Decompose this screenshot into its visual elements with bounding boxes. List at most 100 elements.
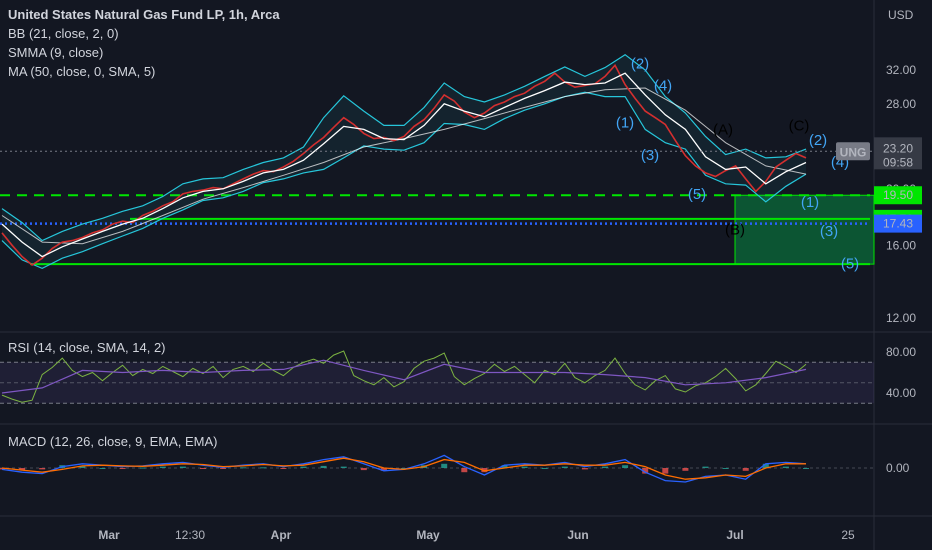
wave-label-black: (B) <box>725 221 745 238</box>
last-price-badge <box>874 137 922 170</box>
macd-histogram-bar <box>360 468 367 471</box>
macd-histogram-bar <box>200 468 206 469</box>
macd-histogram-bar <box>79 465 86 468</box>
ma-legend[interactable]: MA (50, close, 0, SMA, 5) <box>8 64 156 79</box>
price-series <box>1 53 807 270</box>
macd-histogram-bar <box>722 468 729 469</box>
macd-histogram-bar <box>260 467 267 469</box>
wave-label-blue: (3) <box>641 147 659 164</box>
time-tick-label: May <box>416 528 440 542</box>
level-badge-text-19.50: 19.50 <box>883 188 913 202</box>
smma-legend[interactable]: SMMA (9, close) <box>8 45 104 60</box>
macd-histogram-bar <box>441 463 448 468</box>
rsi-tick-label: 80.00 <box>886 345 916 359</box>
signal-line <box>1 457 806 480</box>
macd-histogram-bar <box>642 468 649 474</box>
macd-histogram-bar <box>280 468 287 469</box>
rsi-line <box>1 350 807 403</box>
time-tick-label: 12:30 <box>175 528 205 542</box>
macd-histogram-bar <box>541 468 548 469</box>
macd-histogram-bar <box>581 468 588 470</box>
macd-histogram-bar <box>803 468 809 469</box>
symbol-badge <box>836 142 870 161</box>
macd-histogram-bar <box>139 467 146 469</box>
macd-histogram-bar <box>340 466 347 468</box>
symbol-badge-text: UNG <box>840 145 867 159</box>
macd-histogram-bar <box>159 466 166 468</box>
macd-histogram-bar <box>19 468 26 471</box>
macd-histogram-bar <box>501 465 508 468</box>
macd-histogram-bar <box>220 468 227 469</box>
rsi-legend[interactable]: RSI (14, close, SMA, 14, 2) <box>8 340 166 355</box>
macd-histogram-bar <box>602 466 608 468</box>
macd-histogram-bar <box>782 466 789 468</box>
wave-label-blue: (2) <box>809 132 827 149</box>
price-tick-label: 28.00 <box>886 97 916 111</box>
wave-label-black: (A) <box>713 121 733 138</box>
smma-line <box>1 72 807 258</box>
bb-legend[interactable]: BB (21, close, 2, 0) <box>8 26 119 41</box>
wave-label-blue: (1) <box>801 194 819 211</box>
macd-histogram-bar <box>99 468 106 469</box>
time-tick-label: 25 <box>841 528 855 542</box>
wave-label-blue: (5) <box>688 186 706 203</box>
ma50-line <box>1 87 807 245</box>
bb-lower-line <box>1 91 807 270</box>
macd-histogram-bar <box>461 468 468 473</box>
time-tick-label: Jul <box>726 528 743 542</box>
macd-histogram-bar <box>702 466 709 468</box>
macd-series <box>0 454 874 483</box>
macd-histogram-bar <box>622 465 629 468</box>
wave-labels: (2)(1)(4)(3)(5)(2)(4)(1)(3)(5)(A) (C)(B) <box>616 55 859 272</box>
macd-histogram-bar <box>320 465 327 468</box>
wave-label-blue: (2) <box>631 55 649 72</box>
level-badge-17.43 <box>874 214 922 233</box>
time-tick-label: Mar <box>98 528 120 542</box>
price-tick-label: 32.00 <box>886 63 916 77</box>
macd-histogram-bar <box>300 466 307 468</box>
macd-histogram-bar <box>662 468 669 474</box>
price-legend: United States Natural Gas Fund LP, 1h, A… <box>8 5 280 81</box>
wave-label-blue: (3) <box>820 223 838 240</box>
macd-histogram-bar <box>401 468 407 469</box>
rsi-axis-ticks: 80.00 40.00 <box>886 345 916 400</box>
macd-histogram-bar <box>380 468 387 471</box>
rsi-sma-line <box>1 359 807 394</box>
countdown-badge-text: 09:58 <box>883 155 913 169</box>
bb-upper-line <box>1 53 807 242</box>
time-tick-label: Jun <box>567 528 588 542</box>
macd-histogram-bar <box>561 466 568 468</box>
price-tick-label: 12.00 <box>886 311 916 325</box>
macd-histogram-bar <box>682 468 689 471</box>
last-price-badge-text: 23.20 <box>883 141 913 155</box>
wave-label-blue: (5) <box>841 255 859 272</box>
level-lines <box>0 194 870 266</box>
level-badge-text-17.43: 17.43 <box>883 217 913 231</box>
wave-label-black: (C) <box>789 117 810 134</box>
level-badge-19.50 <box>874 186 922 205</box>
rsi-tick-label: 40.00 <box>886 386 916 400</box>
macd-histogram-bar <box>119 468 126 469</box>
macd-histogram-bar <box>521 466 528 468</box>
wave-label-blue: (4) <box>654 78 672 95</box>
bb-fill <box>2 54 806 269</box>
macd-histogram-bar <box>39 468 46 470</box>
macd-axis-ticks: 0.00 <box>886 461 910 475</box>
macd-histogram-bar <box>762 463 769 468</box>
time-axis-ticks: Mar 12:30 Apr May Jun Jul 25 <box>98 528 855 542</box>
target-zone <box>734 194 875 265</box>
currency-label: USD <box>888 8 914 22</box>
symbol-title[interactable]: United States Natural Gas Fund LP, 1h, A… <box>8 7 280 22</box>
rsi-series <box>1 350 807 403</box>
macd-tick-label: 0.00 <box>886 461 910 475</box>
macd-histogram-bar <box>742 468 749 471</box>
macd-histogram-bar <box>240 467 247 469</box>
wave-label-blue: (1) <box>616 114 634 131</box>
macd-histogram-bar <box>179 466 186 468</box>
macd-legend[interactable]: MACD (12, 26, close, 9, EMA, EMA) <box>8 434 218 449</box>
time-tick-label: Apr <box>271 528 292 542</box>
price-tick-label: 16.00 <box>886 238 916 252</box>
